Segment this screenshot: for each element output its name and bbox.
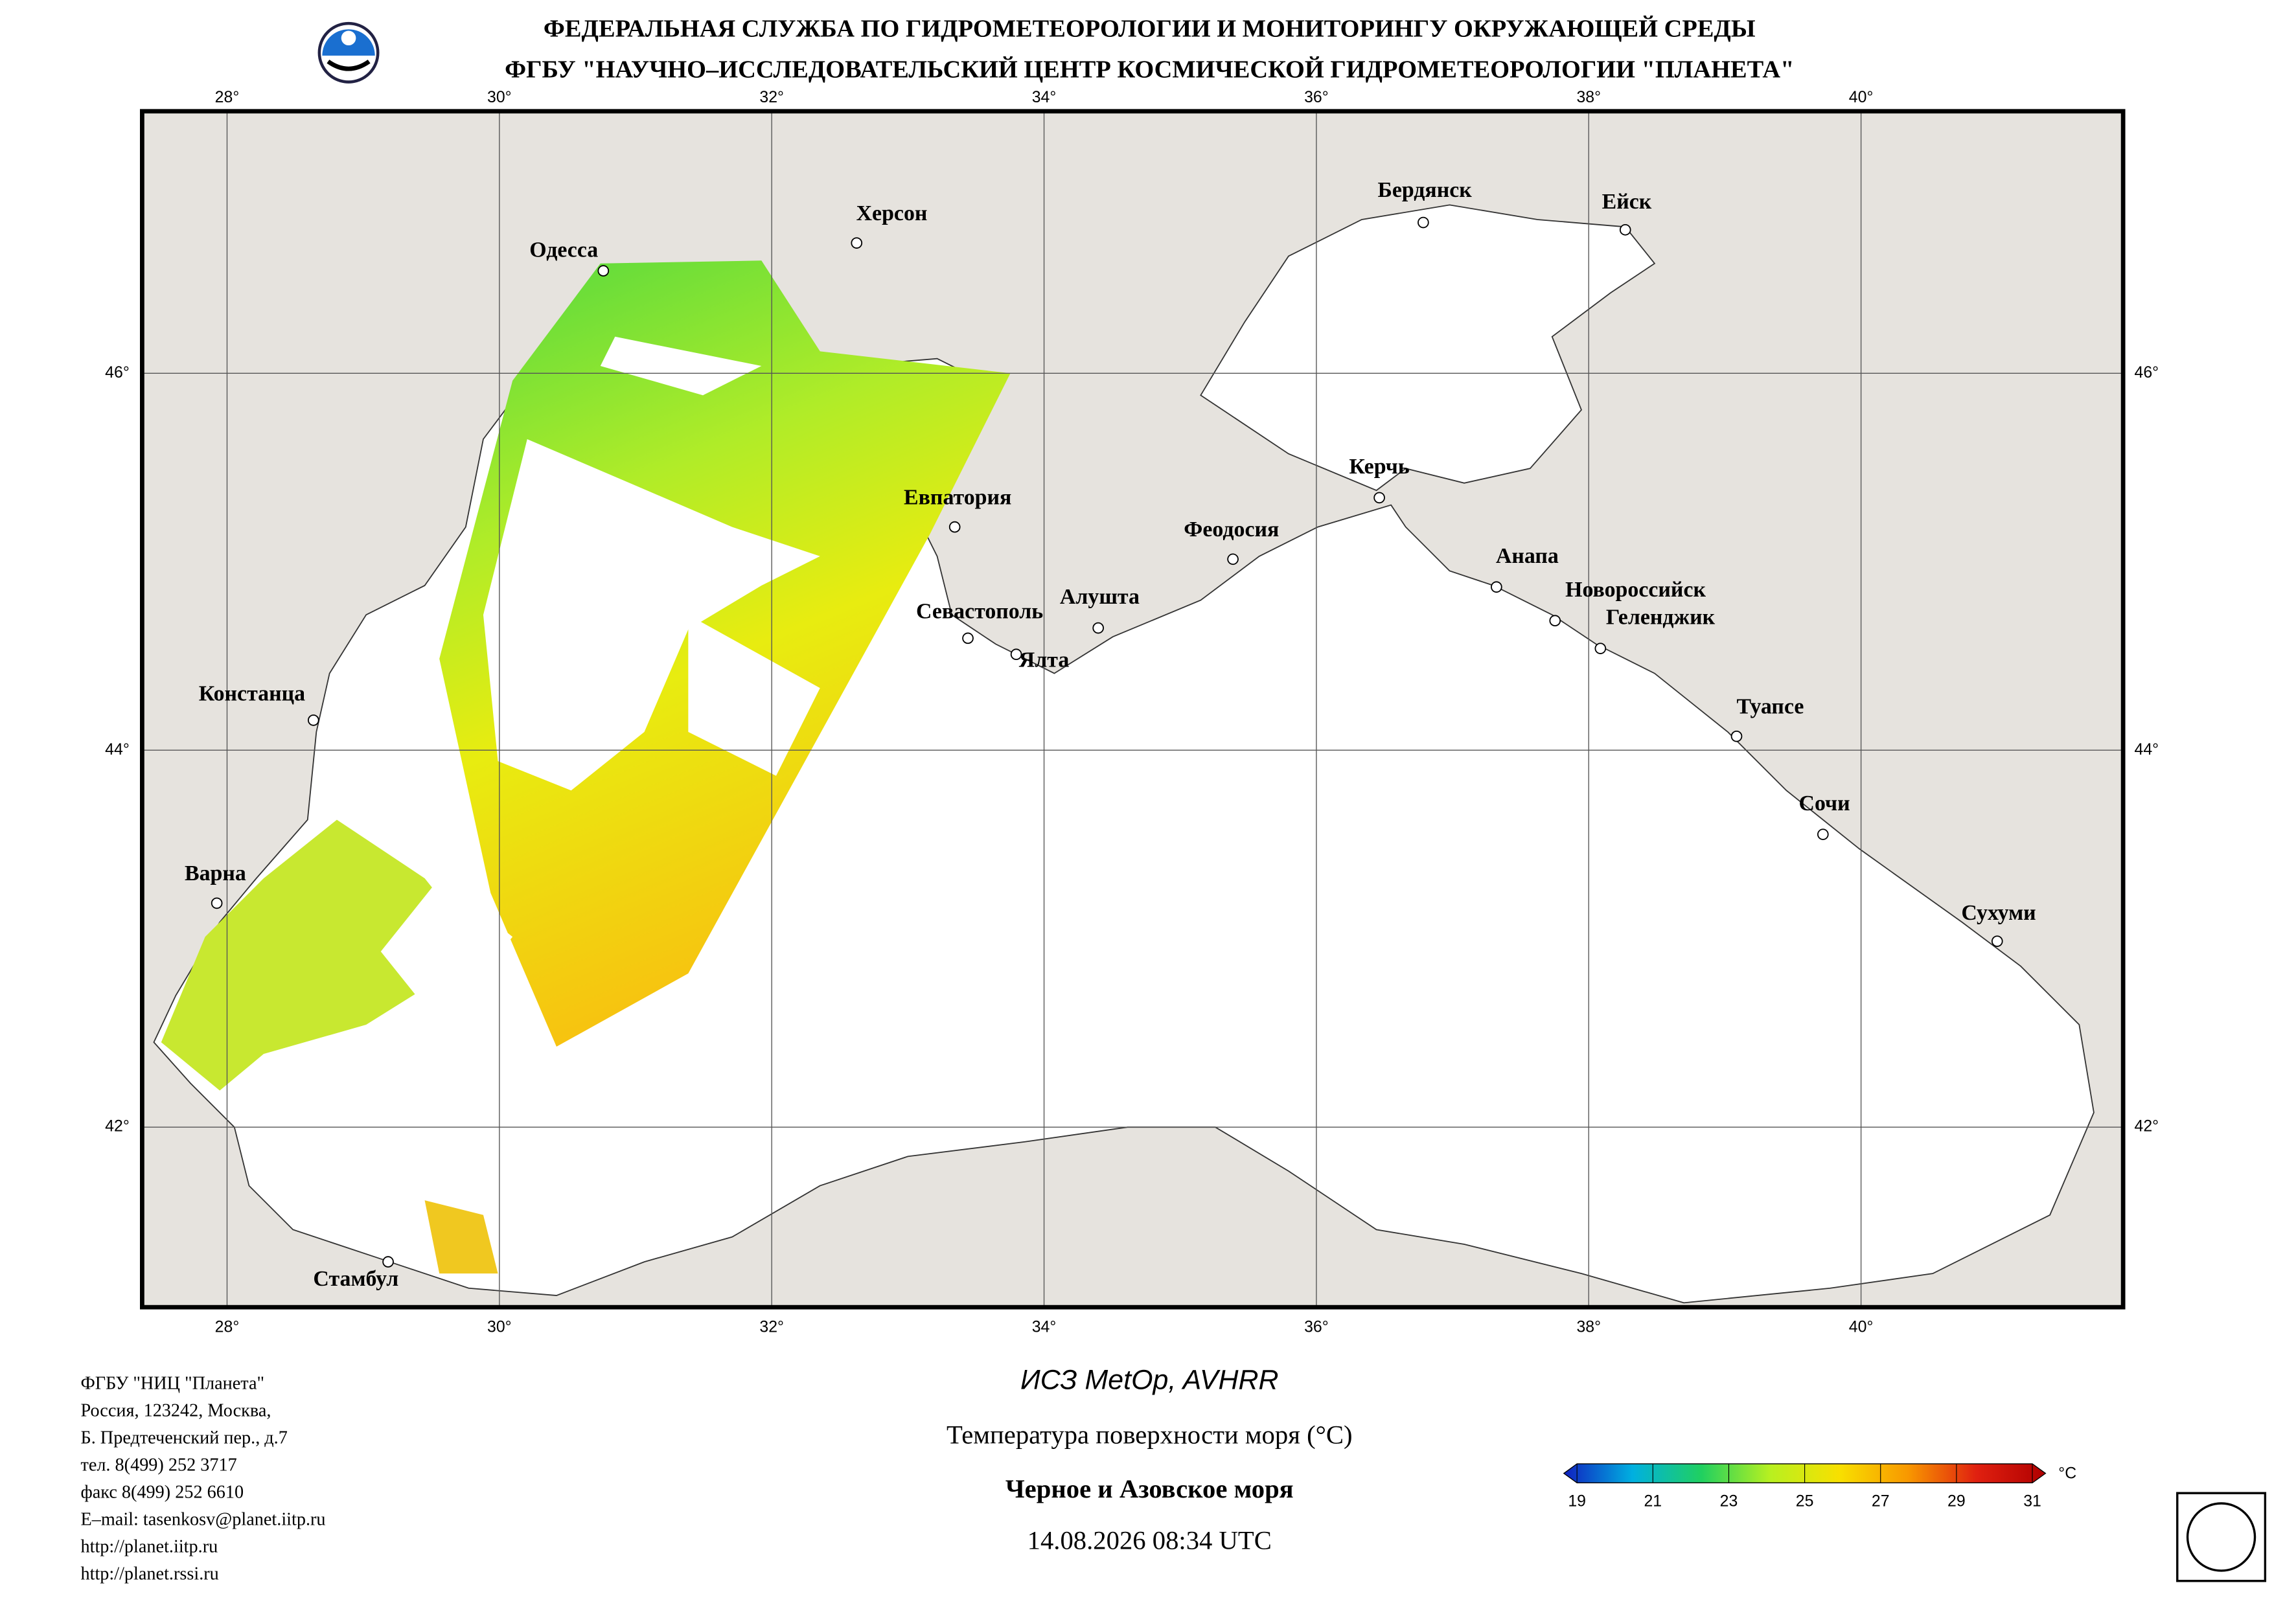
contact-line: ФГБУ "НИЦ "Планета"	[80, 1373, 264, 1393]
contact-line: факс 8(499) 252 6610	[80, 1483, 244, 1503]
city-label: Констанца	[199, 681, 305, 705]
city-marker	[1619, 224, 1631, 236]
city-marker	[1549, 615, 1561, 627]
city-label: Алушта	[1060, 585, 1140, 609]
lon-tick-label: 34°	[1032, 1318, 1057, 1336]
lon-tick-label: 36°	[1304, 1318, 1329, 1336]
lon-tick-label: 40°	[1849, 89, 1874, 106]
city-marker	[1010, 648, 1022, 661]
colorbar-tick-label: 23	[1720, 1492, 1738, 1510]
lon-tick-label: 34°	[1032, 89, 1057, 106]
lon-tick-label: 30°	[487, 1318, 512, 1336]
city-label: Одесса	[529, 238, 598, 262]
sst-coast	[161, 819, 483, 1091]
lat-tick-label: 42°	[105, 1118, 130, 1135]
map	[142, 111, 2124, 1308]
lon-tick-label: 30°	[487, 89, 512, 106]
city-label: Сочи	[1799, 792, 1850, 815]
city-marker	[948, 521, 961, 533]
region: Черное и Азовское моря	[1005, 1474, 1294, 1503]
lon-tick-label: 32°	[759, 1318, 784, 1336]
city-label: Бердянск	[1377, 178, 1472, 202]
lat-tick-label: 44°	[105, 741, 130, 758]
city-marker	[1594, 643, 1607, 654]
lon-tick-label: 40°	[1849, 1318, 1874, 1336]
clouds	[380, 336, 820, 1025]
colorbar-unit: °C	[2058, 1465, 2076, 1482]
colorbar-tick-label: 31	[2023, 1492, 2041, 1510]
city-marker	[1373, 492, 1385, 504]
city-marker	[1418, 216, 1429, 229]
city-marker	[597, 265, 610, 277]
map-frame	[140, 109, 2126, 1310]
contact-line: http://planet.rssi.ru	[80, 1564, 218, 1584]
city-label: Феодосия	[1184, 518, 1279, 541]
lon-tick-label: 28°	[215, 89, 240, 106]
lon-tick-label: 28°	[215, 1318, 240, 1336]
lat-tick-label: 44°	[2135, 741, 2159, 758]
contact-line: Россия, 123242, Москва,	[80, 1400, 271, 1420]
city-marker	[1991, 935, 2003, 947]
city-label: Евпатория	[904, 485, 1011, 509]
city-marker	[308, 714, 319, 726]
lat-tick-label: 46°	[2135, 364, 2159, 382]
city-marker	[1491, 581, 1502, 593]
city-label: Ейск	[1602, 190, 1652, 214]
lat-tick-label: 46°	[105, 364, 130, 382]
city-marker	[851, 237, 863, 249]
city-label: Севастополь	[916, 600, 1043, 624]
header-line: ФГБУ "НАУЧНО–ИССЛЕДОВАТЕЛЬСКИЙ ЦЕНТР КОС…	[505, 56, 1794, 84]
iso-badge	[2176, 1492, 2267, 1582]
lon-tick-label: 38°	[1576, 1318, 1601, 1336]
city-label: Стамбул	[313, 1267, 398, 1291]
city-marker	[962, 632, 974, 644]
city-label: Геленджик	[1606, 606, 1716, 630]
logo	[317, 21, 380, 84]
city-label: Херсон	[856, 201, 928, 225]
satellite: ИСЗ MetOp, AVHRR	[1020, 1365, 1278, 1396]
city-label: Варна	[185, 861, 246, 885]
colorbar-tick-label: 29	[1947, 1492, 1966, 1510]
lon-tick-label: 36°	[1304, 89, 1329, 106]
lon-tick-label: 32°	[759, 89, 784, 106]
city-label: Ялта	[1019, 648, 1070, 672]
colorbar-tick-label: 25	[1796, 1492, 1814, 1510]
city-label: Туапсе	[1737, 695, 1804, 719]
city-label: Новороссийск	[1565, 578, 1706, 602]
city-marker	[1817, 828, 1829, 840]
city-marker	[1227, 553, 1239, 565]
lat-tick-label: 42°	[2135, 1118, 2159, 1135]
product: Температура поверхности моря (°C)	[947, 1420, 1353, 1450]
city-marker	[382, 1256, 394, 1268]
contact-line: http://planet.iitp.ru	[80, 1537, 218, 1557]
sst-patch	[424, 1200, 498, 1274]
datetime: 14.08.2026 08:34 UTC	[1027, 1525, 1272, 1555]
colorbar-tick-label: 21	[1644, 1492, 1662, 1510]
city-label: Анапа	[1496, 544, 1559, 568]
city-label: Сухуми	[1961, 901, 2036, 925]
contact-line: Б. Предтеченский пер., д.7	[80, 1428, 287, 1448]
city-marker	[1092, 622, 1104, 634]
city-marker	[1730, 730, 1743, 742]
contact-line: E–mail: tasenkosv@planet.iitp.ru	[80, 1510, 325, 1530]
colorbar-tick-label: 19	[1568, 1492, 1586, 1510]
city-marker	[211, 897, 223, 909]
contact-line: тел. 8(499) 252 3717	[80, 1455, 236, 1476]
colorbar-tick-label: 27	[1872, 1492, 1890, 1510]
header-line: ФЕДЕРАЛЬНАЯ СЛУЖБА ПО ГИДРОМЕТЕОРОЛОГИИ …	[544, 15, 1756, 42]
city-label: Керчь	[1349, 455, 1409, 479]
lon-tick-label: 38°	[1576, 89, 1601, 106]
